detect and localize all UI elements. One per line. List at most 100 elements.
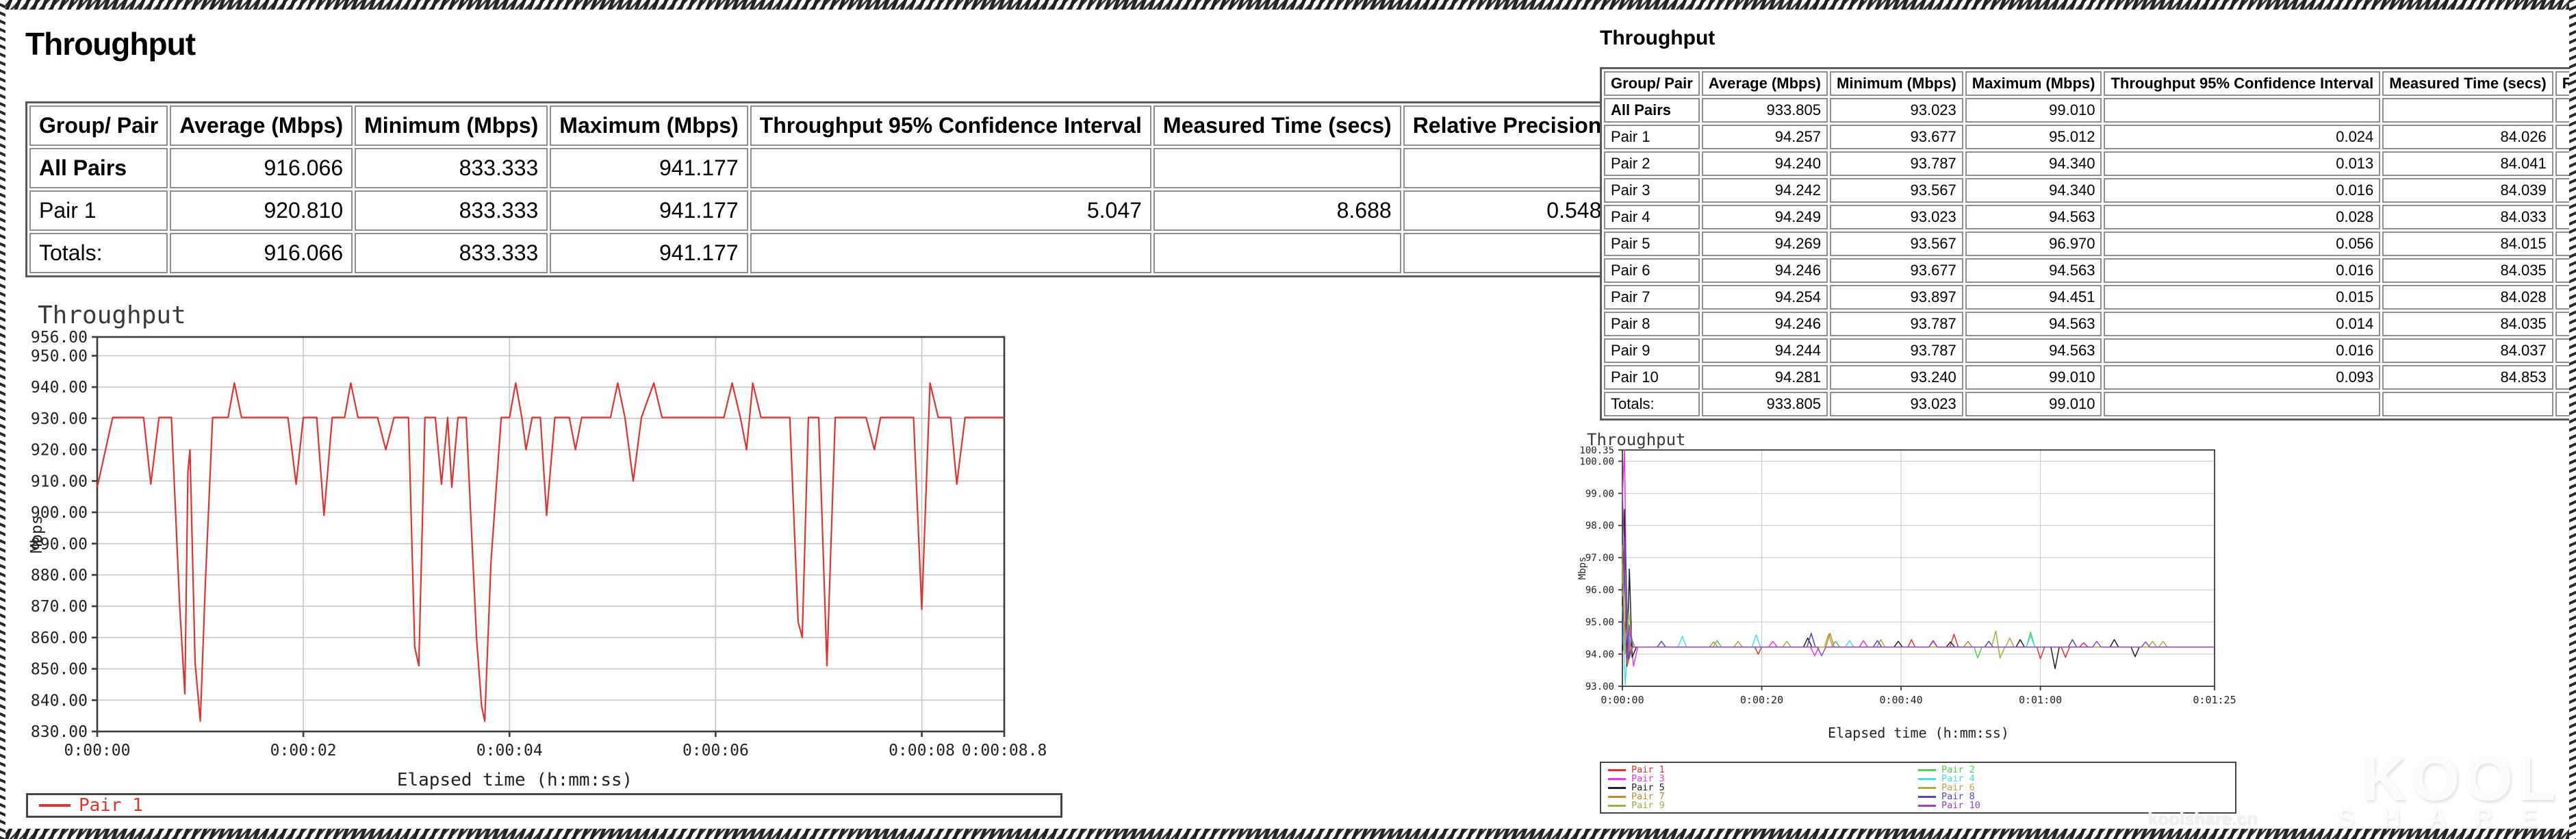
y-tick-label: 950.00 [31, 347, 88, 365]
table-row: Pair 1094.28193.24099.0100.09384.8530.09… [1604, 365, 2576, 390]
row-label: Pair 4 [1604, 205, 1700, 229]
y-tick-label: 840.00 [31, 692, 88, 710]
y-tick-label: 870.00 [31, 598, 88, 616]
value-cell: 94.340 [1965, 178, 2102, 203]
x-tick-label: 0:01:25 [2193, 694, 2236, 706]
value-cell: 84.026 [2382, 125, 2553, 149]
value-cell [1403, 148, 1611, 188]
value-cell [2382, 392, 2553, 416]
x-tick-label: 0:00:00 [1601, 694, 1644, 706]
column-header: Measured Time (secs) [2382, 71, 2553, 96]
x-tick-label: 0:00:06 [683, 742, 749, 760]
series-pair-1 [1622, 621, 2215, 664]
column-header: Group/ Pair [29, 105, 168, 146]
value-cell [1403, 233, 1611, 273]
y-tick-label: 880.00 [31, 566, 88, 584]
table-row: Totals: 916.066 833.333 941.177 [29, 233, 1611, 273]
legend-line-swatch [1608, 787, 1626, 789]
legend-label: Pair 4 [1941, 773, 1975, 784]
value-cell: 93.240 [1830, 365, 1963, 390]
y-tick-label: 956.00 [31, 329, 88, 347]
row-label: Pair 3 [1604, 178, 1700, 203]
value-cell: 99.010 [1965, 392, 2102, 416]
value-cell [750, 233, 1151, 273]
legend-line-swatch [1918, 778, 1936, 780]
row-label: Pair 1 [29, 190, 168, 231]
value-cell: 94.563 [1965, 258, 2102, 283]
value-cell: 99.010 [1965, 98, 2102, 123]
value-cell: 920.810 [170, 190, 353, 231]
legend-label: Pair 5 [1631, 782, 1665, 793]
value-cell: 94.281 [1701, 365, 1828, 390]
column-header: Average (Mbps) [1701, 71, 1828, 96]
value-cell: 0.056 [2104, 231, 2381, 256]
value-cell: 84.041 [2382, 151, 2553, 176]
koolshare-watermark: KOOL SHARE koolshare.cn [2141, 744, 2565, 835]
value-cell [750, 148, 1151, 188]
page-border-left [0, 0, 5, 839]
legend-item: Pair 10 [1918, 801, 2228, 810]
row-label: Totals: [29, 233, 168, 273]
value-cell: 93.787 [1830, 312, 1963, 336]
row-label: All Pairs [29, 148, 168, 188]
legend-line-swatch [1608, 796, 1626, 798]
legend-line-swatch [1918, 769, 1936, 771]
column-header: Minimum (Mbps) [355, 105, 548, 146]
column-header: Average (Mbps) [170, 105, 353, 146]
legend-label: Pair 2 [1941, 764, 1975, 775]
row-label: Totals: [1604, 392, 1700, 416]
value-cell: 933.805 [1701, 98, 1828, 123]
value-cell: 94.257 [1701, 125, 1828, 149]
value-cell: 95.012 [1965, 125, 2102, 149]
value-cell: 94.563 [1965, 338, 2102, 363]
page-title: Throughput [25, 25, 196, 62]
x-tick-label: 0:00:08.8 [962, 742, 1047, 760]
value-cell: 0.024 [2104, 125, 2381, 149]
column-header: Relative Precision [1403, 105, 1611, 146]
legend-item: Pair 3 [1608, 774, 1918, 784]
y-tick-label: 850.00 [31, 661, 88, 679]
value-cell: 93.787 [1830, 338, 1963, 363]
value-cell: 833.333 [355, 190, 548, 231]
row-label: Pair 5 [1604, 231, 1700, 256]
legend-line-swatch [1608, 805, 1626, 807]
value-cell: 941.177 [550, 233, 748, 273]
legend-item: Pair 2 [1918, 764, 2228, 775]
value-cell: 99.010 [1965, 365, 2102, 390]
value-cell: 84.035 [2382, 258, 2553, 283]
row-label: All Pairs [1604, 98, 1700, 123]
value-cell: 933.805 [1701, 392, 1828, 416]
y-tick-label: 910.00 [31, 473, 88, 490]
legend-line-swatch [1918, 796, 1936, 798]
value-cell: 84.037 [2382, 338, 2553, 363]
y-tick-label: 940.00 [31, 379, 88, 397]
column-header: Minimum (Mbps) [1830, 71, 1963, 96]
column-header: Maximum (Mbps) [550, 105, 748, 146]
value-cell: 0.014 [2104, 312, 2381, 336]
y-tick-label: 94.00 [1585, 649, 1614, 660]
value-cell [1153, 233, 1401, 273]
series-pair-1 [96, 382, 1004, 723]
value-cell: 84.039 [2382, 178, 2553, 203]
watermark-domain: koolshare.cn [2147, 808, 2258, 829]
page-border-top [0, 0, 2576, 10]
y-tick-label: 860.00 [31, 629, 88, 647]
data-table: Group/ Pair Average (Mbps) Minimum (Mbps) M… [25, 101, 1616, 277]
y-tick-label: 98.00 [1585, 521, 1614, 531]
y-tick-label: 96.00 [1585, 585, 1614, 596]
value-cell: 94.249 [1701, 205, 1828, 229]
x-tick-label: 0:00:20 [1740, 694, 1783, 706]
value-cell: 0.548 [1403, 190, 1611, 231]
value-cell: 93.677 [1830, 258, 1963, 283]
value-cell [1153, 148, 1401, 188]
legend-label: Pair 6 [1941, 782, 1975, 793]
value-cell: 0.015 [2104, 285, 2381, 310]
value-cell: 93.023 [1830, 392, 1963, 416]
legend-line-swatch [1608, 769, 1626, 771]
value-cell: 94.242 [1701, 178, 1828, 203]
row-label: Pair 6 [1604, 258, 1700, 283]
